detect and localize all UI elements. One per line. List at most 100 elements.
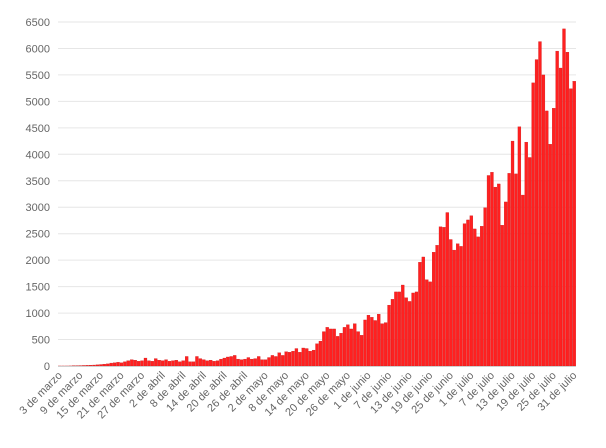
- bar: [462, 223, 467, 367]
- bar: [569, 88, 573, 367]
- bar: [222, 357, 227, 367]
- bar: [555, 50, 559, 367]
- bar: [332, 328, 336, 367]
- bar: [202, 359, 206, 367]
- bar: [387, 304, 391, 367]
- bar: [438, 226, 443, 367]
- y-tick-label: 1500: [26, 282, 50, 294]
- bar: [150, 361, 154, 367]
- bar: [356, 331, 360, 367]
- bar: [116, 362, 120, 367]
- bar: [154, 358, 158, 367]
- y-tick-label: 3500: [26, 176, 50, 188]
- y-tick-label: 2000: [26, 255, 50, 267]
- bar: [191, 361, 196, 367]
- bar: [510, 140, 515, 367]
- y-tick-label: 6500: [26, 17, 50, 29]
- bar: [476, 236, 480, 367]
- bar: [366, 315, 371, 367]
- y-tick-label: 4000: [26, 149, 50, 161]
- bar: [435, 245, 439, 367]
- bar: [572, 81, 576, 367]
- bar: [209, 360, 213, 367]
- bar: [215, 360, 220, 367]
- bar: [335, 336, 340, 367]
- bar: [548, 144, 552, 367]
- bar: [174, 360, 178, 367]
- bar: [315, 343, 319, 367]
- bar: [130, 359, 134, 367]
- bar: [171, 360, 175, 367]
- bar: [390, 299, 395, 367]
- y-tick-label: 2500: [26, 229, 50, 241]
- bar: [425, 279, 429, 367]
- bar: [164, 359, 168, 367]
- bar: [517, 126, 522, 367]
- bar: [459, 246, 463, 367]
- bar: [363, 319, 367, 367]
- bar: [339, 333, 343, 367]
- bar: [552, 108, 556, 367]
- bar: [421, 256, 425, 367]
- bar: [394, 291, 398, 367]
- bar: [521, 194, 525, 367]
- bar: [281, 355, 285, 367]
- bar: [181, 360, 185, 367]
- bar: [432, 252, 436, 367]
- bar: [349, 328, 353, 367]
- bar: [538, 41, 542, 367]
- bar: [99, 364, 103, 367]
- bar: [226, 356, 230, 367]
- bar: [442, 227, 446, 367]
- bar: [250, 358, 254, 367]
- bar: [308, 351, 312, 367]
- bar: [562, 28, 566, 367]
- bar: [284, 351, 288, 367]
- bar: [469, 215, 473, 367]
- bar: [456, 243, 460, 367]
- bar: [301, 347, 305, 367]
- grid-lines: [58, 21, 576, 341]
- y-tick-label: 6000: [26, 43, 50, 55]
- y-tick-label: 5000: [26, 96, 50, 108]
- bar: [449, 239, 453, 367]
- bar: [178, 361, 182, 367]
- bar: [167, 361, 172, 367]
- bar: [486, 175, 491, 367]
- bar: [253, 358, 257, 367]
- y-tick-label: 500: [32, 335, 50, 347]
- bar: [236, 358, 240, 367]
- bar: [147, 360, 151, 367]
- bar: [291, 351, 295, 367]
- bar: [109, 362, 113, 367]
- bar: [126, 360, 130, 367]
- bar: [195, 356, 199, 367]
- bar: [534, 59, 539, 367]
- bar: [325, 327, 329, 367]
- bar: [500, 225, 504, 367]
- bar: [514, 173, 518, 367]
- bar: [322, 331, 326, 367]
- bar: [397, 291, 401, 367]
- bar: [277, 352, 281, 367]
- y-axis-tick-labels: 0 500 1000 1500 2000 2500 3000 3500 4000 4500 5000…: [26, 17, 50, 373]
- bar: [246, 357, 251, 367]
- bar: [466, 219, 470, 367]
- bar: [524, 141, 528, 367]
- bar: [263, 359, 268, 367]
- bar: [82, 365, 86, 367]
- bar: [353, 323, 357, 367]
- bars: [58, 28, 576, 367]
- y-tick-label: 4500: [26, 123, 50, 135]
- bar: [504, 201, 508, 367]
- bar: [428, 281, 432, 367]
- bar: [531, 82, 535, 367]
- bar: [507, 173, 511, 367]
- bar: [243, 358, 247, 367]
- bar: [497, 183, 501, 367]
- bar: [541, 74, 546, 367]
- bar: [294, 348, 299, 367]
- bar: [270, 355, 275, 367]
- bar: [92, 364, 96, 367]
- bar: [329, 328, 333, 367]
